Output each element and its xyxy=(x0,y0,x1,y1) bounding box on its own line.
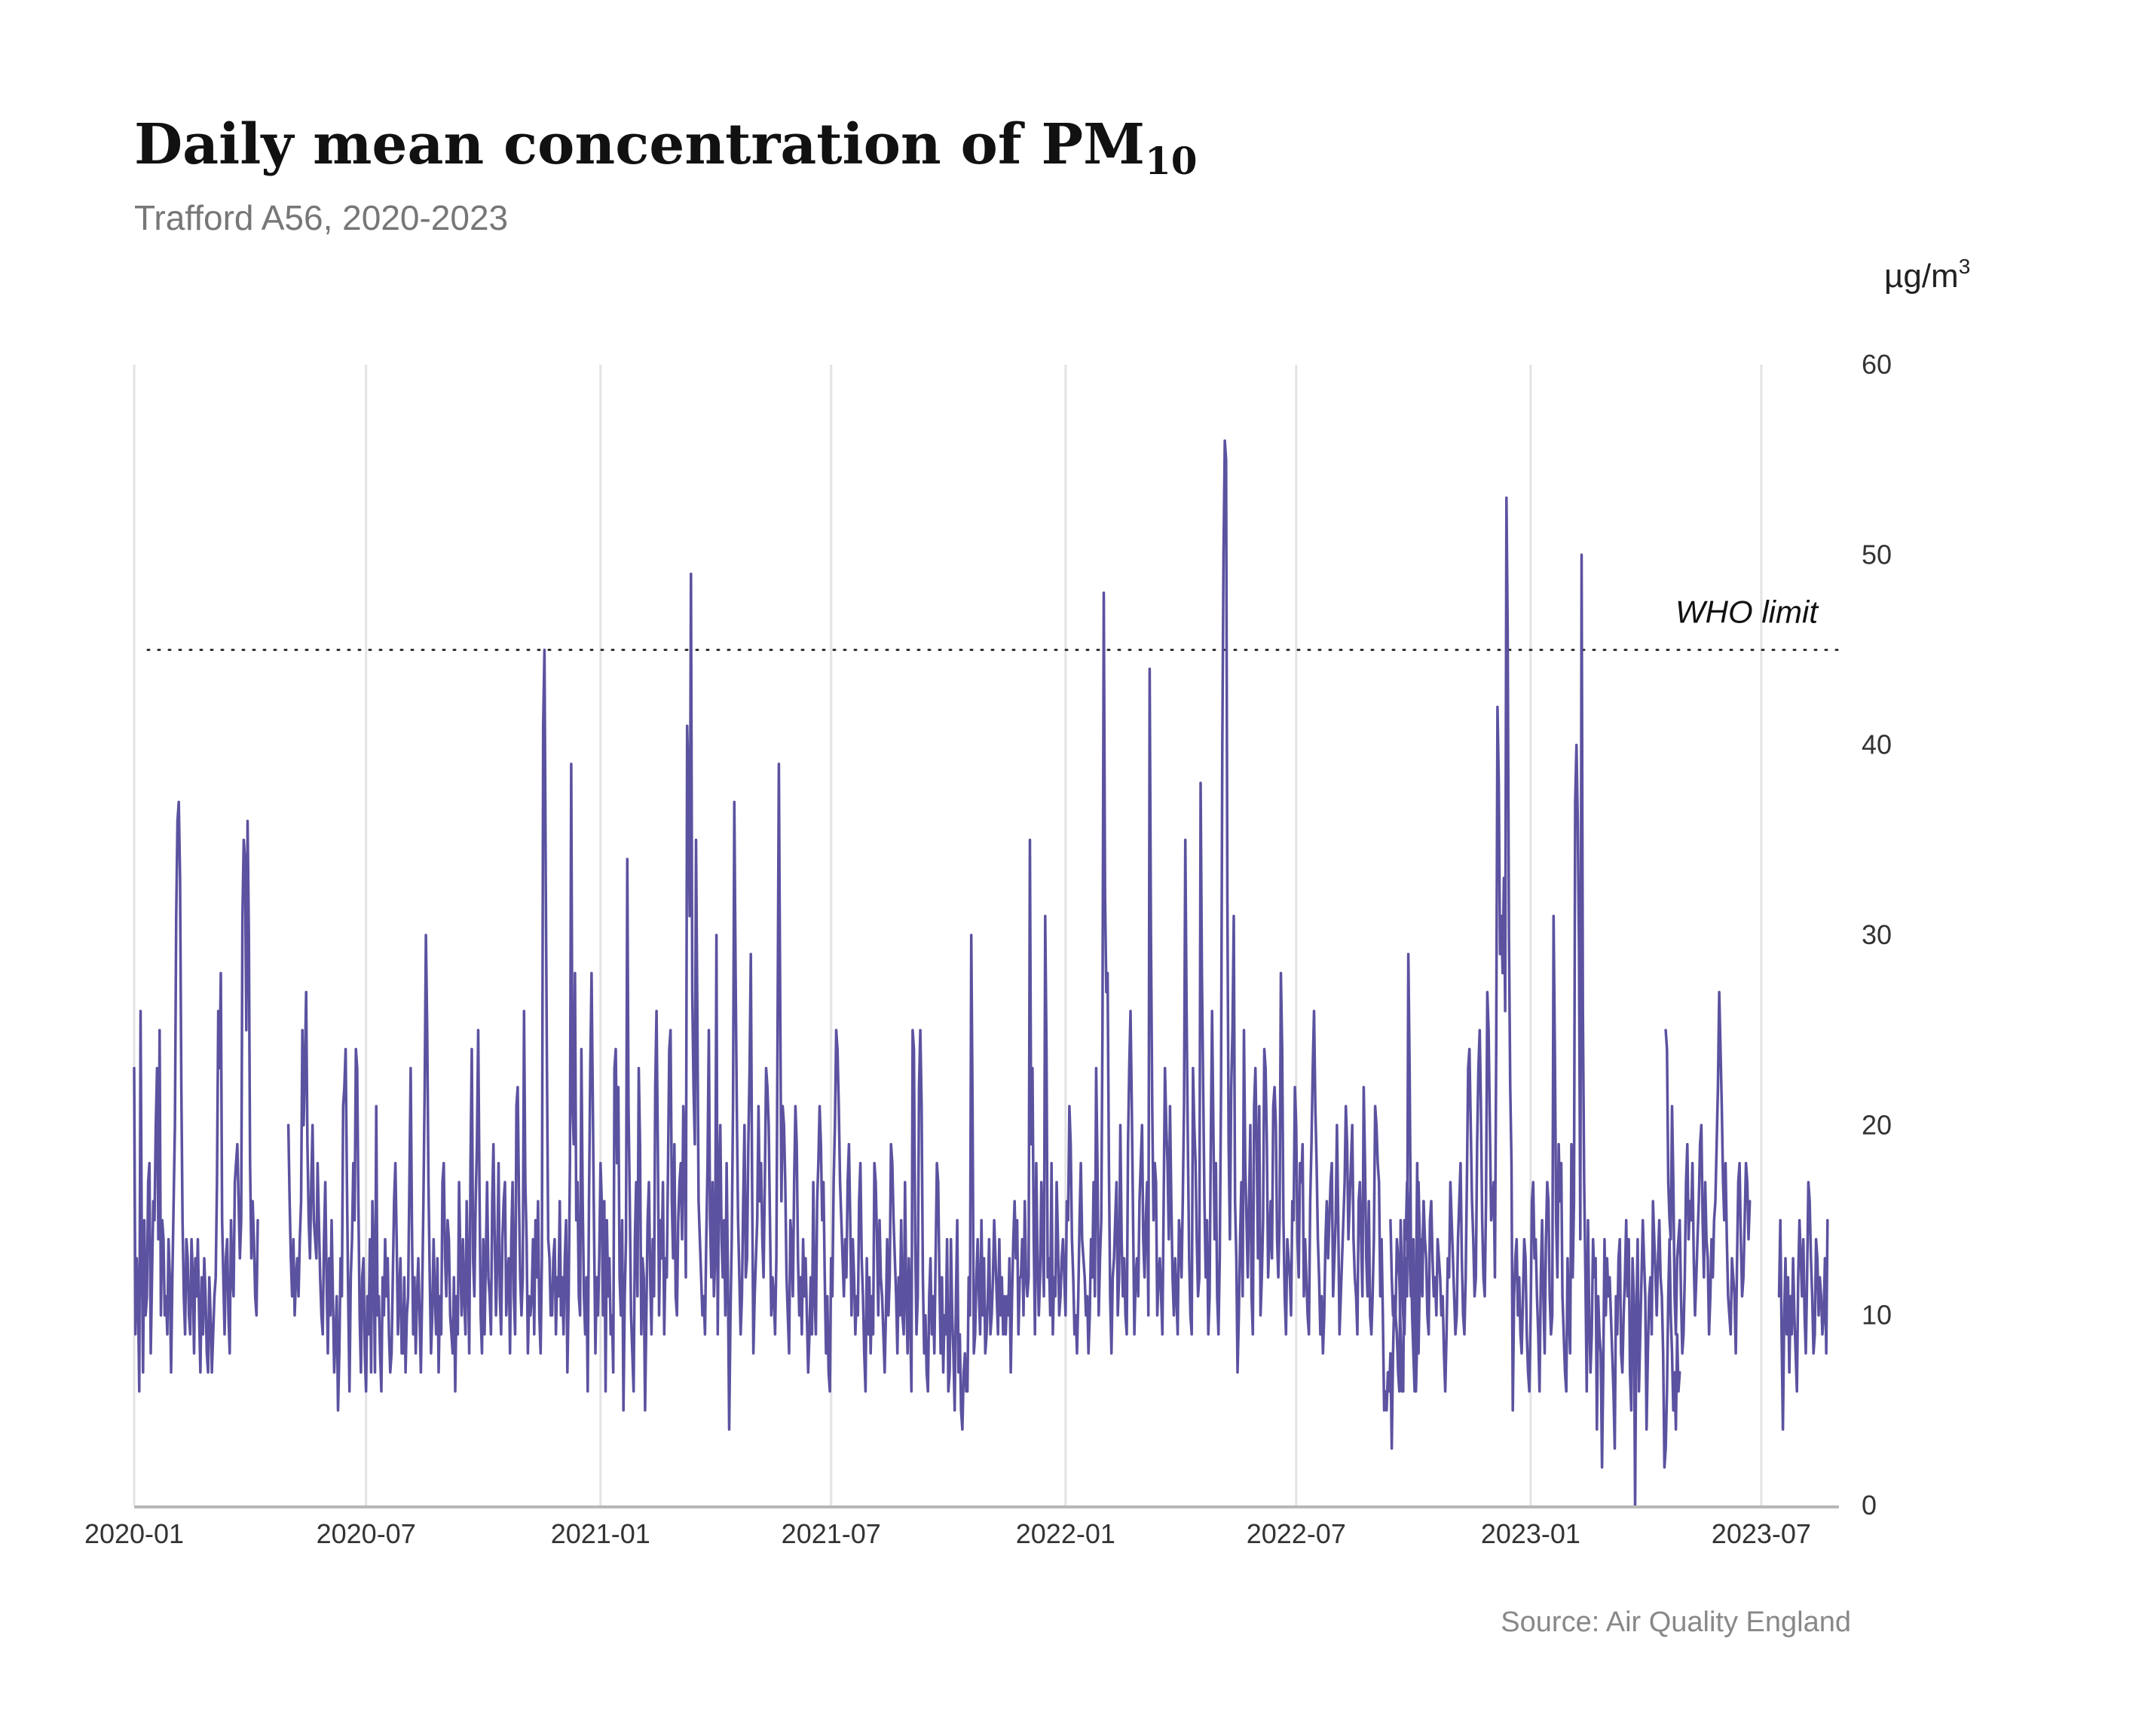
y-axis-ticks: 0 10 20 30 40 50 60 xyxy=(1862,349,1892,1521)
x-tick-label: 2022-07 xyxy=(1247,1518,1346,1549)
x-tick-label: 2020-01 xyxy=(84,1518,184,1549)
y-axis-unit-text: µg/m xyxy=(1884,258,1959,295)
source-note: Source: Air Quality England xyxy=(1501,1606,1851,1638)
y-tick-label: 40 xyxy=(1862,729,1892,760)
pm10-series-segment xyxy=(1664,990,1752,1355)
x-axis: 2020-01 2020-07 2021-01 2021-07 2022-01 2022-… xyxy=(84,1505,1839,1549)
y-axis-unit-superscript: 3 xyxy=(1958,255,1971,278)
pm10-series-segment xyxy=(1777,1181,1829,1431)
y-tick-label: 60 xyxy=(1862,349,1892,380)
pm10-series-segment xyxy=(1389,496,1681,1507)
x-tick-label: 2022-01 xyxy=(1016,1518,1115,1549)
x-tick-label: 2023-01 xyxy=(1481,1518,1580,1549)
chart-subtitle: Trafford A56, 2020-2023 xyxy=(134,198,509,237)
who-limit-label: WHO limit xyxy=(1675,594,1819,630)
chart-title: Daily mean concentration of PM10 xyxy=(134,112,1198,183)
y-tick-label: 10 xyxy=(1862,1300,1892,1331)
chart-title-text: Daily mean concentration of PM xyxy=(134,112,1145,177)
x-tick-label: 2020-07 xyxy=(317,1518,416,1549)
pm10-series-segment xyxy=(133,800,259,1393)
x-tick-label: 2021-01 xyxy=(551,1518,650,1549)
y-tick-label: 50 xyxy=(1862,539,1892,570)
y-tick-label: 20 xyxy=(1862,1109,1892,1140)
x-tick-label: 2023-07 xyxy=(1712,1518,1811,1549)
pm10-series-segment xyxy=(286,439,1425,1450)
y-axis-unit-label: µg/m3 xyxy=(1884,255,1970,295)
y-tick-label: 0 xyxy=(1862,1490,1877,1521)
chart-title-subscript: 10 xyxy=(1145,139,1198,183)
y-tick-label: 30 xyxy=(1862,919,1892,950)
reference-line-group: WHO limit xyxy=(146,594,1840,651)
x-tick-label: 2021-07 xyxy=(782,1518,881,1549)
series-group xyxy=(133,439,1829,1507)
